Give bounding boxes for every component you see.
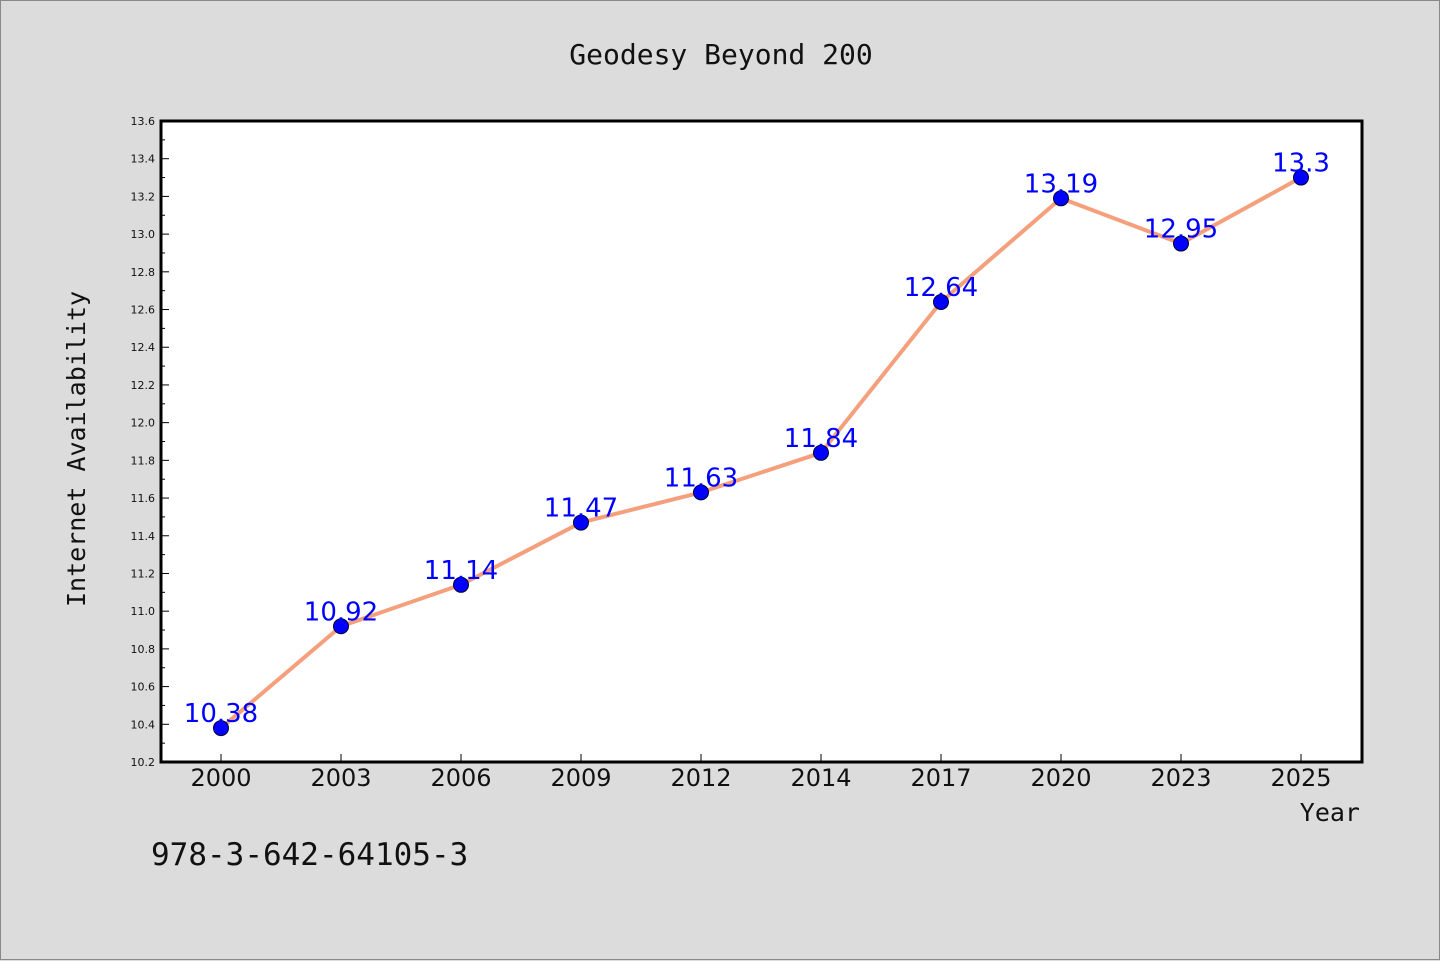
plot-area (159, 119, 1364, 764)
data-label: 11.14 (424, 556, 498, 586)
y-tick-label: 12.0 (131, 417, 156, 430)
isbn-text: 978-3-642-64105-3 (151, 837, 468, 873)
data-label: 11.84 (784, 424, 858, 454)
data-label: 11.47 (544, 494, 618, 524)
x-tick-label: 2009 (550, 764, 611, 792)
data-point (693, 484, 709, 501)
y-tick-label: 13.6 (131, 115, 156, 128)
data-label: 10.38 (184, 699, 258, 729)
x-axis-label: Year (1300, 798, 1360, 827)
y-tick-label: 12.6 (131, 304, 156, 317)
series-line (219, 175, 1303, 731)
y-axis: 10.2 10.4 10.6 10.8 11.0 11.2 11.4 11.6 11.8 12.0… (131, 115, 169, 769)
y-axis-label: Internet Availability (62, 291, 91, 607)
y-tick-label: 11.2 (131, 567, 156, 580)
x-tick-label: 2014 (790, 764, 851, 792)
data-point (213, 720, 229, 737)
data-label: 13.3 (1272, 149, 1330, 179)
data-series: 10.38 10.92 11.14 11.47 11.63 11.84 12.64 13.19… (184, 149, 1330, 737)
x-tick-label: 2000 (190, 764, 251, 792)
x-tick-label: 2023 (1150, 764, 1211, 792)
x-tick-label: 2003 (310, 764, 371, 792)
data-point (933, 293, 949, 310)
data-label: 12.64 (904, 273, 978, 303)
y-tick-label: 10.6 (131, 681, 156, 694)
chart-title: Geodesy Beyond 200 (569, 38, 872, 71)
data-point (813, 444, 829, 461)
y-tick-label: 10.8 (131, 643, 156, 656)
data-label: 12.95 (1144, 215, 1218, 245)
y-tick-label: 11.4 (131, 530, 156, 543)
x-tick-label: 2020 (1030, 764, 1091, 792)
y-tick-label: 13.0 (131, 228, 156, 241)
data-point (333, 618, 349, 635)
data-point (1053, 190, 1069, 207)
y-tick-label: 11.6 (131, 492, 156, 505)
data-label: 10.92 (304, 597, 378, 627)
y-tick-label: 12.2 (131, 379, 156, 392)
y-tick-label: 12.4 (131, 341, 156, 354)
x-tick-label: 2025 (1270, 764, 1331, 792)
y-tick-label: 13.4 (131, 153, 156, 166)
y-tick-label: 10.2 (131, 756, 156, 769)
x-tick-label: 2012 (670, 764, 731, 792)
data-label: 11.63 (664, 463, 738, 493)
y-tick-label: 10.4 (131, 718, 156, 731)
data-point (1293, 169, 1309, 186)
data-label: 13.19 (1024, 169, 1098, 199)
x-tick-label: 2017 (910, 764, 971, 792)
data-point (453, 576, 469, 593)
y-tick-label: 12.8 (131, 266, 156, 279)
x-axis: 2000 2003 2006 2009 2012 2014 2017 2020 2023 2025 (190, 754, 1332, 792)
y-tick-label: 11.8 (131, 454, 156, 467)
x-tick-label: 2006 (430, 764, 491, 792)
data-point (1173, 235, 1189, 252)
y-tick-label: 11.0 (131, 605, 156, 618)
data-point (573, 514, 589, 531)
y-tick-label: 13.2 (131, 190, 156, 203)
